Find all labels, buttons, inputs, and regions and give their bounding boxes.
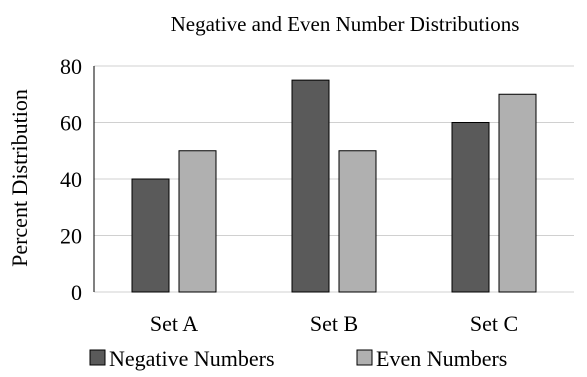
bar xyxy=(451,122,490,293)
bars xyxy=(131,79,537,293)
y-tick-label: 20 xyxy=(60,224,82,249)
gridlines xyxy=(93,65,574,293)
legend-label: Even Numbers xyxy=(376,346,507,371)
bar xyxy=(291,79,330,293)
y-tick-label: 0 xyxy=(71,280,82,305)
bar xyxy=(338,150,377,293)
category-label: Set B xyxy=(310,311,358,336)
legend-swatch xyxy=(89,349,106,366)
y-tick-label: 80 xyxy=(60,54,82,79)
category-labels: Set A Set B Set C xyxy=(150,311,518,336)
bar xyxy=(131,178,170,293)
legend: Negative Numbers Even Numbers xyxy=(89,346,507,371)
y-tick-labels: 0 20 40 60 80 xyxy=(60,54,82,305)
bar xyxy=(178,150,217,293)
legend-label: Negative Numbers xyxy=(109,346,275,371)
bar xyxy=(498,93,537,293)
legend-swatch xyxy=(356,349,373,366)
y-tick-label: 60 xyxy=(60,111,82,136)
y-tick-label: 40 xyxy=(60,167,82,192)
y-axis-label: Percent Distribution xyxy=(7,89,32,267)
category-label: Set C xyxy=(470,311,518,336)
category-label: Set A xyxy=(150,311,198,336)
chart-title: Negative and Even Number Distributions xyxy=(171,12,520,36)
